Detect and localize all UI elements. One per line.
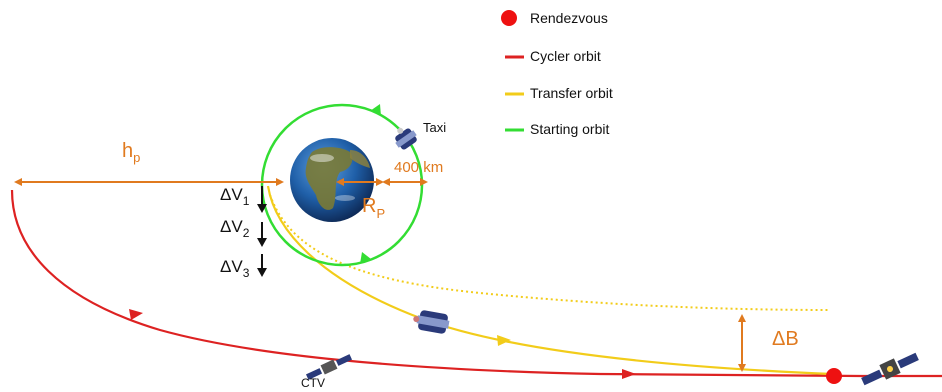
cycler-direction-arrow [622,369,636,379]
earth-globe-icon [290,138,374,222]
rendezvous-point [826,368,842,384]
cycler-direction-arrow [129,309,143,320]
delta-v2-label: ΔV2 [220,217,250,240]
delta-v3-label: ΔV3 [220,257,250,280]
legend: Rendezvous Cycler orbit Transfer orbit S… [501,10,613,137]
transfer-direction-arrow [497,335,511,346]
delta-v1-label: ΔV1 [220,185,250,208]
legend-transfer-label: Transfer orbit [530,85,613,101]
taxi-capsule-icon [395,127,417,150]
altitude-label: 400 km [394,159,443,176]
ctv-label: CTV [301,376,325,390]
ctv-satellite-icon [305,354,353,380]
station-satellite-icon [861,352,919,386]
legend-cycler-label: Cycler orbit [530,48,601,64]
legend-rendezvous-marker [501,10,517,26]
cycler-orbit-path [10,189,942,378]
delta-b-label: ΔB [772,328,799,350]
transfer-capsule-icon [413,310,450,334]
h-p-label: hp [122,140,140,165]
legend-rendezvous-label: Rendezvous [530,10,608,26]
r-p-label: RP [362,195,385,221]
starting-orbit-arrow [370,104,381,116]
legend-starting-label: Starting orbit [530,121,609,137]
taxi-label: Taxi [423,120,446,135]
starting-orbit-arrow [360,252,371,264]
delta-v-arrows [257,186,267,277]
